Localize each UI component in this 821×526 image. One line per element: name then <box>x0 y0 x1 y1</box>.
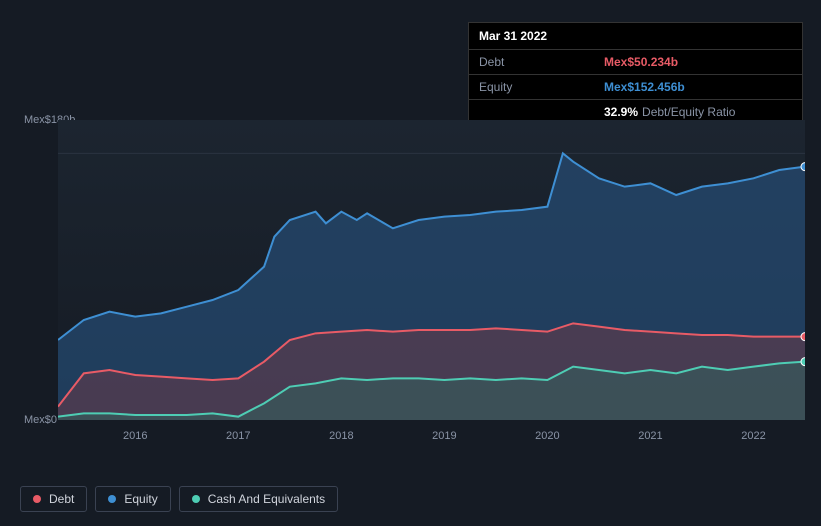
legend-label: Cash And Equivalents <box>208 492 325 506</box>
tooltip-label: Debt <box>479 55 604 69</box>
tooltip-row: DebtMex$50.234b <box>469 50 802 75</box>
legend-label: Debt <box>49 492 74 506</box>
legend-item[interactable]: Debt <box>20 486 87 512</box>
x-axis-label: 2017 <box>226 430 250 442</box>
tooltip-row: EquityMex$152.456b <box>469 75 802 100</box>
legend-dot-icon <box>192 495 200 503</box>
legend-item[interactable]: Equity <box>95 486 170 512</box>
x-axis-label: 2020 <box>535 430 559 442</box>
series-endpoint-marker <box>801 358 805 366</box>
series-endpoint-marker <box>801 163 805 171</box>
x-axis-label: 2021 <box>638 430 662 442</box>
tooltip-label: Equity <box>479 80 604 94</box>
area-chart <box>58 120 805 420</box>
legend-item[interactable]: Cash And Equivalents <box>179 486 338 512</box>
tooltip-value: 32.9%Debt/Equity Ratio <box>604 105 735 119</box>
chart-legend: Debt Equity Cash And Equivalents <box>20 486 338 512</box>
tooltip-value: Mex$152.456b <box>604 80 685 94</box>
tooltip-value: Mex$50.234b <box>604 55 678 69</box>
x-axis-label: 2016 <box>123 430 147 442</box>
tooltip-date: Mar 31 2022 <box>469 23 802 50</box>
series-endpoint-marker <box>801 333 805 341</box>
legend-dot-icon <box>33 495 41 503</box>
y-axis-label: Mex$0 <box>24 414 57 426</box>
x-axis-label: 2019 <box>432 430 456 442</box>
legend-label: Equity <box>124 492 157 506</box>
x-axis-labels: 2016 2017 2018 2019 2020 2021 2022 <box>58 430 805 450</box>
x-axis-label: 2022 <box>741 430 765 442</box>
legend-dot-icon <box>108 495 116 503</box>
x-axis-label: 2018 <box>329 430 353 442</box>
tooltip-label <box>479 105 604 119</box>
